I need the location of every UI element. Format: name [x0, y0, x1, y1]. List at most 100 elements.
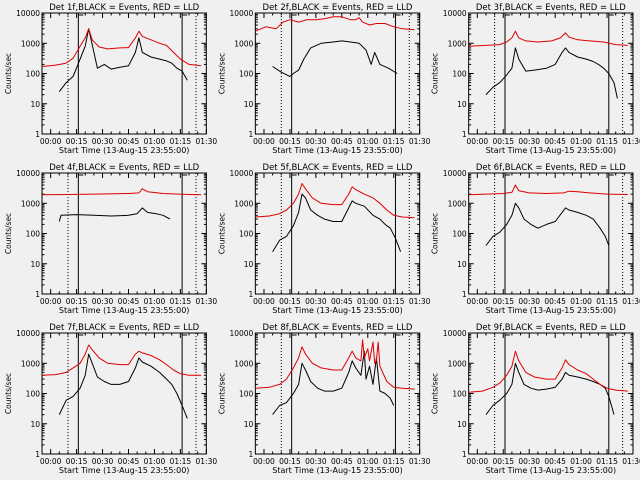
chart-panel: Det 1f,BLACK = Events, RED = LLD 1 10 100 10… — [4, 3, 217, 155]
y-tick-label: 100 — [452, 390, 467, 399]
y-tick-label: 1000 — [234, 199, 253, 208]
x-tick-label: 00:30 — [92, 457, 114, 466]
y-tick-label: 1 — [249, 450, 254, 459]
lld-rate-line — [255, 339, 415, 390]
x-tick-label: 00:45 — [118, 297, 140, 306]
y-tick-label: 10 — [30, 100, 40, 109]
x-tick-label: 01:00 — [144, 297, 166, 306]
y-tick-label: 1 — [35, 290, 40, 299]
x-tick-label: 00:30 — [92, 137, 114, 146]
y-tick-label: 10 — [457, 260, 467, 269]
y-tick-label: 100 — [239, 230, 254, 239]
y-axis-label: Counts/sec — [431, 373, 440, 414]
chart-panel: Det 8f,BLACK = Events, RED = LLD 1 10 100 10… — [217, 323, 430, 475]
y-tick-label: 1000 — [448, 39, 467, 48]
chart-title: Det 1f,BLACK = Events, RED = LLD — [49, 3, 199, 13]
y-axis-label: Counts/sec — [4, 213, 13, 254]
y-tick-label: 10000 — [229, 9, 253, 18]
x-tick-label: 00:15 — [279, 457, 301, 466]
y-tick-label: 100 — [452, 70, 467, 79]
y-tick-label: 1000 — [21, 359, 40, 368]
y-tick-label: 1 — [462, 290, 467, 299]
y-tick-label: 1 — [35, 130, 40, 139]
y-tick-label: 100 — [239, 390, 254, 399]
chart-panel: Det 4f,BLACK = Events, RED = LLD 1 10 100 10… — [4, 163, 217, 315]
x-tick-label: 01:00 — [357, 457, 379, 466]
x-tick-label: 00:15 — [492, 297, 514, 306]
chart-panel: Det 9f,BLACK = Events, RED = LLD 1 10 100 10… — [431, 323, 640, 475]
x-tick-label: 01:30 — [622, 137, 640, 146]
y-axis-label: Counts/sec — [431, 53, 440, 94]
event-rate-line — [272, 40, 398, 77]
y-tick-label: 10000 — [229, 329, 253, 338]
y-tick-label: 1 — [249, 290, 254, 299]
lld-rate-line — [41, 28, 202, 67]
y-tick-label: 100 — [26, 390, 41, 399]
y-tick-label: 100 — [26, 70, 41, 79]
event-rate-line — [58, 28, 188, 93]
x-tick-label: 00:45 — [331, 297, 353, 306]
y-tick-label: 10 — [244, 420, 254, 429]
y-tick-label: 10 — [457, 420, 467, 429]
x-tick-label: 00:15 — [279, 297, 301, 306]
x-tick-label: 00:00 — [253, 457, 275, 466]
x-tick-label: 01:00 — [144, 137, 166, 146]
y-tick-label: 10 — [30, 420, 40, 429]
event-rate-line — [485, 362, 615, 415]
event-rate-line — [485, 47, 618, 99]
x-tick-label: 01:00 — [357, 137, 379, 146]
lld-rate-line — [468, 30, 628, 47]
x-tick-label: 01:00 — [570, 297, 592, 306]
y-tick-label: 1000 — [448, 199, 467, 208]
lld-rate-line — [468, 350, 628, 393]
x-tick-label: 00:30 — [518, 457, 540, 466]
y-tick-label: 1 — [462, 450, 467, 459]
lld-rate-line — [255, 16, 415, 32]
x-tick-label: 01:15 — [596, 137, 618, 146]
y-axis-label: Counts/sec — [217, 53, 226, 94]
x-axis-label: Start Time (13-Aug-15 23:55:00) — [272, 306, 403, 315]
y-tick-label: 1000 — [448, 359, 467, 368]
chart-title: Det 7f,BLACK = Events, RED = LLD — [49, 323, 199, 333]
x-axis-label: Start Time (13-Aug-15 23:55:00) — [59, 306, 190, 315]
y-tick-label: 10000 — [443, 169, 467, 178]
x-tick-label: 01:30 — [409, 457, 431, 466]
y-tick-label: 100 — [26, 230, 41, 239]
chart-panel: Det 7f,BLACK = Events, RED = LLD 1 10 100 10… — [4, 323, 217, 475]
x-tick-label: 01:15 — [383, 457, 405, 466]
y-tick-label: 1 — [249, 130, 254, 139]
x-tick-label: 01:15 — [170, 137, 192, 146]
x-tick-label: 00:30 — [518, 297, 540, 306]
x-tick-label: 00:30 — [518, 137, 540, 146]
x-tick-label: 00:00 — [467, 297, 489, 306]
y-tick-label: 1000 — [234, 39, 253, 48]
x-tick-label: 01:30 — [196, 297, 218, 306]
x-tick-label: 00:00 — [467, 137, 489, 146]
x-axis-label: Start Time (13-Aug-15 23:55:00) — [486, 306, 617, 315]
x-tick-label: 00:30 — [305, 297, 327, 306]
x-tick-label: 01:15 — [383, 297, 405, 306]
x-axis-label: Start Time (13-Aug-15 23:55:00) — [59, 466, 190, 475]
y-axis-label: Counts/sec — [4, 373, 13, 414]
x-tick-label: 00:45 — [118, 137, 140, 146]
event-rate-line — [58, 353, 188, 419]
x-tick-label: 00:15 — [279, 137, 301, 146]
y-tick-label: 10 — [457, 100, 467, 109]
x-tick-label: 00:30 — [305, 137, 327, 146]
x-tick-label: 00:45 — [331, 137, 353, 146]
y-tick-label: 10 — [244, 100, 254, 109]
lld-rate-line — [41, 344, 202, 376]
chart-panel: Det 3f,BLACK = Events, RED = LLD 1 10 100 10… — [431, 3, 640, 155]
chart-title: Det 6f,BLACK = Events, RED = LLD — [476, 163, 626, 173]
y-tick-label: 100 — [239, 70, 254, 79]
x-tick-label: 00:00 — [40, 457, 62, 466]
x-axis-label: Start Time (13-Aug-15 23:55:00) — [59, 146, 190, 155]
x-tick-label: 01:00 — [144, 457, 166, 466]
x-tick-label: 00:30 — [305, 457, 327, 466]
event-rate-line — [58, 207, 171, 222]
x-tick-label: 00:15 — [66, 137, 88, 146]
y-tick-label: 10000 — [16, 329, 40, 338]
y-tick-label: 10000 — [443, 9, 467, 18]
chart-panel: Det 2f,BLACK = Events, RED = LLD 1 10 100 10… — [217, 3, 430, 155]
x-tick-label: 01:15 — [596, 457, 618, 466]
